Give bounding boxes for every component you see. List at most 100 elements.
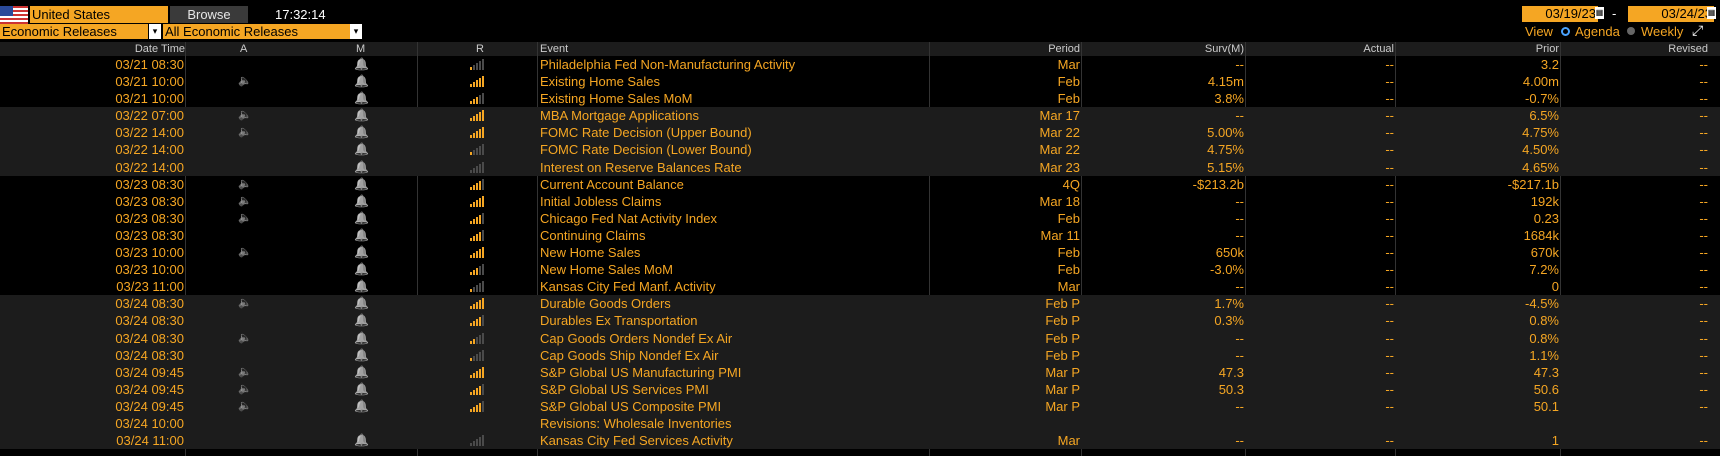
row-event[interactable]: S&P Global US Services PMI — [540, 381, 709, 397]
table-row[interactable]: 03/24 10:00 Revisions: Wholesale Inventor… — [0, 414, 1720, 433]
row-event[interactable]: Cap Goods Ship Nondef Ex Air — [540, 347, 719, 363]
bell-icon[interactable]: 🔔 — [354, 433, 369, 448]
bell-icon[interactable]: 🔔 — [354, 398, 369, 413]
table-row[interactable]: 03/23 08:30 Initial Jobless Claims Mar 18 -… — [0, 193, 1720, 210]
agenda-radio[interactable] — [1561, 27, 1570, 36]
bell-icon[interactable]: 🔔 — [354, 227, 369, 242]
row-event[interactable]: MBA Mortgage Applications — [540, 108, 699, 124]
row-event[interactable]: New Home Sales MoM — [540, 262, 673, 278]
bell-icon[interactable]: 🔔 — [354, 347, 369, 362]
table-row[interactable]: 03/23 10:00 New Home Sales Feb 650k -- 670k --… — [0, 244, 1720, 261]
row-event[interactable]: Kansas City Fed Services Activity — [540, 433, 733, 449]
bell-icon[interactable]: 🔔 — [354, 262, 369, 277]
speaker-icon[interactable]: 🔈 — [238, 246, 252, 259]
release-filter-dropdown[interactable]: All Economic Releases — [163, 24, 361, 39]
agenda-label[interactable]: Agenda — [1575, 24, 1620, 39]
table-row[interactable]: 03/22 14:00 FOMC Rate Decision (Lower Bou… — [0, 141, 1720, 159]
row-event[interactable]: Kansas City Fed Manf. Activity — [540, 279, 716, 295]
col-a[interactable]: A — [240, 43, 248, 55]
table-row[interactable]: 03/22 14:00 Interest on Reserve Balances … — [0, 158, 1720, 176]
row-event[interactable]: Existing Home Sales MoM — [540, 91, 693, 107]
table-row[interactable]: 03/24 09:45 S&P Global US Manufacturing P… — [0, 363, 1720, 381]
calendar-icon[interactable]: ▦ — [1595, 7, 1604, 19]
col-r[interactable]: R — [476, 43, 484, 55]
speaker-icon[interactable]: 🔈 — [238, 297, 252, 310]
speaker-icon[interactable]: 🔈 — [238, 75, 252, 88]
row-event[interactable]: FOMC Rate Decision (Upper Bound) — [540, 125, 752, 141]
col-period[interactable]: Period — [1048, 43, 1080, 55]
bell-icon[interactable]: 🔔 — [354, 313, 369, 328]
bell-icon[interactable]: 🔔 — [354, 193, 369, 208]
table-row[interactable]: 03/23 10:00 New Home Sales MoM Feb -3.0% -- 7… — [0, 261, 1720, 278]
table-row[interactable]: 03/22 07:00 MBA Mortgage Applications Mar … — [0, 107, 1720, 125]
table-row[interactable]: 03/21 08:30 Philadelphia Fed Non-Manufact… — [0, 56, 1720, 73]
bell-icon[interactable]: 🔔 — [354, 108, 369, 123]
speaker-icon[interactable]: 🔈 — [238, 399, 252, 412]
bell-icon[interactable]: 🔔 — [354, 364, 369, 379]
col-datetime[interactable]: Date Time — [134, 43, 185, 55]
table-row[interactable]: 03/24 08:30 Cap Goods Ship Nondef Ex Air F… — [0, 346, 1720, 364]
row-event[interactable]: S&P Global US Manufacturing PMI — [540, 364, 742, 380]
bell-icon[interactable]: 🔔 — [354, 381, 369, 396]
expand-icon[interactable]: ⤢ — [1692, 22, 1704, 38]
bell-icon[interactable]: 🔔 — [354, 279, 369, 294]
speaker-icon[interactable]: 🔈 — [238, 365, 252, 378]
col-revised[interactable]: Revised — [1668, 43, 1708, 55]
speaker-icon[interactable]: 🔈 — [238, 109, 252, 122]
chevron-down-icon[interactable]: ▾ — [350, 24, 362, 39]
speaker-icon[interactable]: 🔈 — [238, 194, 252, 207]
speaker-icon[interactable]: 🔈 — [238, 211, 252, 224]
country-field[interactable]: United States — [30, 6, 168, 23]
table-row[interactable]: 03/24 08:30 Durable Goods Orders Feb P 1.7%… — [0, 295, 1720, 313]
bell-icon[interactable]: 🔔 — [354, 176, 369, 191]
row-event[interactable]: Chicago Fed Nat Activity Index — [540, 210, 718, 226]
speaker-icon[interactable]: 🔈 — [238, 126, 252, 139]
bell-icon[interactable]: 🔔 — [354, 159, 369, 174]
bell-icon[interactable]: 🔔 — [354, 125, 369, 140]
bell-icon[interactable]: 🔔 — [354, 74, 369, 89]
row-event[interactable]: Philadelphia Fed Non-Manufacturing Activ… — [540, 57, 796, 72]
col-m[interactable]: M — [356, 43, 366, 55]
table-row[interactable]: 03/21 10:00 Existing Home Sales Feb 4.15m --… — [0, 73, 1720, 90]
bell-icon[interactable]: 🔔 — [354, 210, 369, 225]
speaker-icon[interactable]: 🔈 — [238, 177, 252, 190]
bell-icon[interactable]: 🔔 — [354, 142, 369, 157]
table-row[interactable]: 03/24 09:45 S&P Global US Composite PMI Ma… — [0, 397, 1720, 415]
row-event[interactable]: Existing Home Sales — [540, 74, 660, 90]
col-event[interactable]: Event — [540, 43, 569, 55]
row-event[interactable]: New Home Sales — [540, 245, 641, 261]
row-event[interactable]: Durables Ex Transportation — [540, 313, 698, 329]
table-row[interactable]: 03/23 08:30 Chicago Fed Nat Activity Inde… — [0, 210, 1720, 227]
table-row[interactable]: 03/22 14:00 FOMC Rate Decision (Upper Bou… — [0, 124, 1720, 142]
col-prior[interactable]: Prior — [1535, 43, 1559, 55]
row-event[interactable]: Interest on Reserve Balances Rate — [540, 159, 742, 175]
table-row[interactable]: 03/23 08:30 Continuing Claims Mar 11 -- -- 16… — [0, 227, 1720, 244]
table-row[interactable]: 03/23 08:30 Current Account Balance 4Q -$21… — [0, 176, 1720, 193]
row-event[interactable]: Continuing Claims — [540, 227, 646, 243]
row-event[interactable]: S&P Global US Composite PMI — [540, 398, 722, 414]
row-event[interactable]: Cap Goods Orders Nondef Ex Air — [540, 330, 733, 346]
browse-button[interactable]: Browse — [170, 6, 248, 23]
row-event[interactable]: Durable Goods Orders — [540, 296, 671, 312]
bell-icon[interactable]: 🔔 — [354, 330, 369, 345]
speaker-icon[interactable]: 🔈 — [238, 331, 252, 344]
weekly-label[interactable]: Weekly — [1641, 24, 1684, 39]
row-event[interactable]: FOMC Rate Decision (Lower Bound) — [540, 142, 752, 158]
bell-icon[interactable]: 🔔 — [354, 245, 369, 260]
chevron-down-icon[interactable]: ▾ — [149, 24, 161, 39]
release-type-dropdown[interactable]: Economic Releases — [0, 24, 148, 39]
table-row[interactable]: 03/21 10:00 Existing Home Sales MoM Feb 3.8… — [0, 90, 1720, 107]
table-row[interactable]: 03/24 08:30 Cap Goods Orders Nondef Ex Ai… — [0, 329, 1720, 347]
table-row[interactable]: 03/23 11:00 Kansas City Fed Manf. Activit… — [0, 278, 1720, 295]
speaker-icon[interactable]: 🔈 — [238, 382, 252, 395]
table-row[interactable]: 03/24 11:00 Kansas City Fed Services Acti… — [0, 432, 1720, 450]
calendar-icon[interactable]: ▦ — [1707, 7, 1716, 19]
col-actual[interactable]: Actual — [1363, 43, 1394, 55]
start-date-field[interactable]: 03/19/23 — [1522, 6, 1598, 22]
row-event[interactable]: Initial Jobless Claims — [540, 193, 662, 209]
weekly-radio[interactable] — [1627, 27, 1635, 35]
row-event[interactable]: Current Account Balance — [540, 176, 684, 192]
table-row[interactable]: 03/24 08:30 Durables Ex Transportation Feb… — [0, 312, 1720, 330]
col-surv[interactable]: Surv(M) — [1204, 43, 1244, 55]
row-event[interactable]: Revisions: Wholesale Inventories — [540, 415, 732, 431]
